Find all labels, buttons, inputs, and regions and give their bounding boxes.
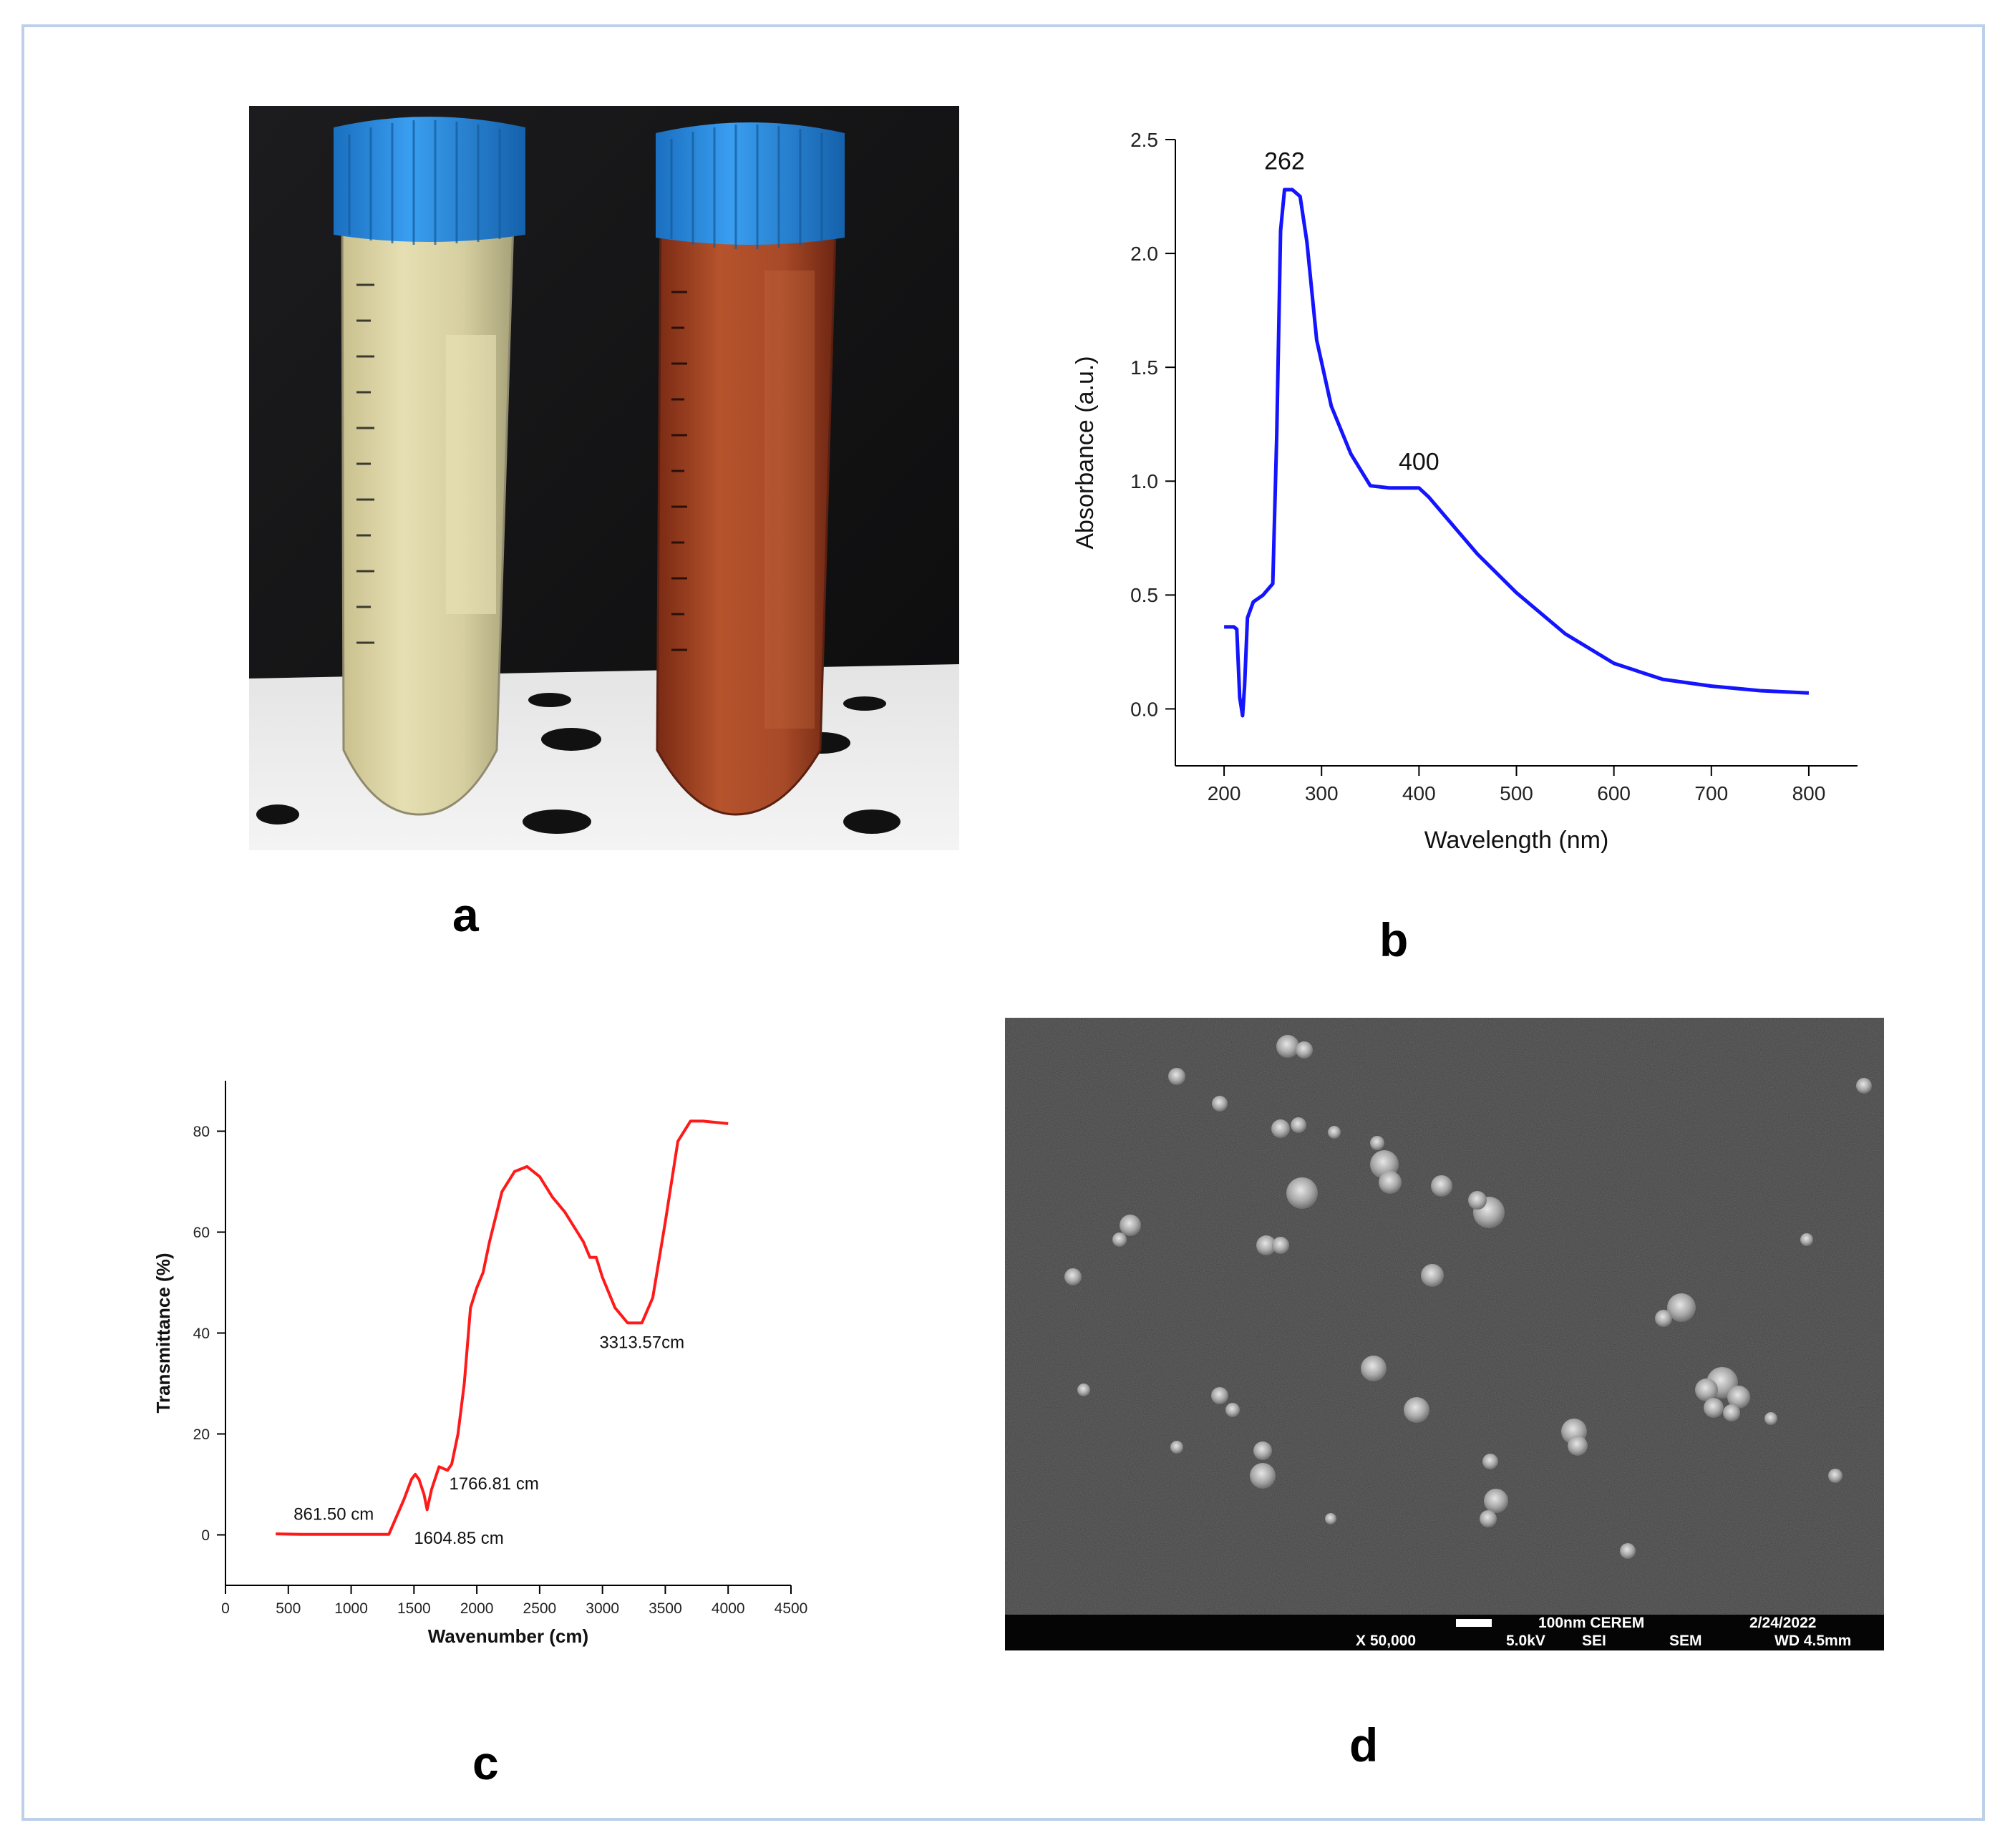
x-tick-label: 500 <box>276 1600 301 1617</box>
sem-voltage: 5.0kV <box>1506 1633 1545 1649</box>
x-axis-label: Wavenumber (cm) <box>428 1625 588 1647</box>
y-tick-label: 1.0 <box>1130 470 1158 492</box>
y-tick-label: 0 <box>201 1527 210 1544</box>
peak-annotation: 861.50 cm <box>293 1504 374 1524</box>
y-tick-label: 1.5 <box>1130 356 1158 379</box>
x-tick-label: 500 <box>1500 782 1533 804</box>
x-tick-label: 4000 <box>712 1600 745 1617</box>
x-axis-label: Wavelength (nm) <box>1424 827 1609 854</box>
x-tick-label: 400 <box>1402 782 1436 804</box>
y-axis-label: Absorbance (a.u.) <box>1072 356 1099 549</box>
sem-magnification: X 50,000 <box>1356 1633 1416 1649</box>
sem-working-distance: WD 4.5mm <box>1774 1633 1851 1649</box>
x-tick-label: 2000 <box>460 1600 494 1617</box>
x-tick-label: 1500 <box>397 1600 431 1617</box>
x-tick-label: 200 <box>1208 782 1241 804</box>
series-line <box>276 1119 729 1536</box>
y-tick-label: 2.5 <box>1130 129 1158 151</box>
y-axis-label: Transmittance (%) <box>152 1253 174 1414</box>
y-tick-label: 2.0 <box>1130 243 1158 265</box>
y-tick-label: 0.5 <box>1130 584 1158 606</box>
ftir-chart: 0 500 1000 1500 2000 2500 3000 3500 4000 4500 0 20 4… <box>143 1059 830 1675</box>
sem-scale-text: 100nm CEREM <box>1538 1615 1644 1631</box>
x-tick-label: 3000 <box>586 1600 619 1617</box>
panel-label-c: c <box>472 1736 499 1789</box>
panel-label-a: a <box>452 888 479 941</box>
sem-mode: SEI <box>1582 1633 1606 1649</box>
peak-annotation: 3313.57cm <box>599 1333 684 1353</box>
scale-bar <box>1456 1619 1492 1627</box>
series-line <box>1224 188 1810 718</box>
figure-frame <box>21 24 1985 1821</box>
y-tick-label: 20 <box>193 1426 210 1443</box>
sem-type: SEM <box>1669 1633 1702 1649</box>
peak-annotation: 400 <box>1399 448 1439 475</box>
panel-label-d: d <box>1349 1718 1379 1771</box>
x-tick-label: 3500 <box>649 1600 682 1617</box>
uv-vis-chart: 200 300 400 500 600 700 800 0.0 0.5 1.0 1.5 2.0 2.5 W… <box>1059 107 1883 887</box>
tubes-photo <box>249 106 959 850</box>
red-tube <box>656 122 845 816</box>
x-tick-label: 300 <box>1305 782 1339 804</box>
y-tick-label: 40 <box>193 1326 210 1342</box>
x-tick-label: 0 <box>221 1600 230 1617</box>
nanoparticle-cluster <box>1064 1035 1872 1559</box>
panel-label-b: b <box>1379 913 1409 966</box>
peak-annotation: 1766.81 cm <box>449 1474 538 1494</box>
sem-micrograph: 100nm CEREM 2/24/2022 X 50,000 5.0kV SEI… <box>1005 1018 1884 1650</box>
x-tick-label: 700 <box>1694 782 1728 804</box>
x-tick-label: 600 <box>1597 782 1631 804</box>
pale-tube <box>334 117 525 816</box>
y-tick-label: 60 <box>193 1225 210 1241</box>
x-tick-label: 2500 <box>523 1600 557 1617</box>
x-tick-label: 1000 <box>334 1600 368 1617</box>
sem-date: 2/24/2022 <box>1749 1615 1816 1631</box>
x-tick-label: 800 <box>1792 782 1826 804</box>
x-tick-label: 4500 <box>775 1600 808 1617</box>
peak-annotation: 262 <box>1264 147 1305 175</box>
y-tick-label: 80 <box>193 1124 210 1140</box>
peak-annotation: 1604.85 cm <box>414 1529 503 1548</box>
y-tick-label: 0.0 <box>1130 698 1158 720</box>
